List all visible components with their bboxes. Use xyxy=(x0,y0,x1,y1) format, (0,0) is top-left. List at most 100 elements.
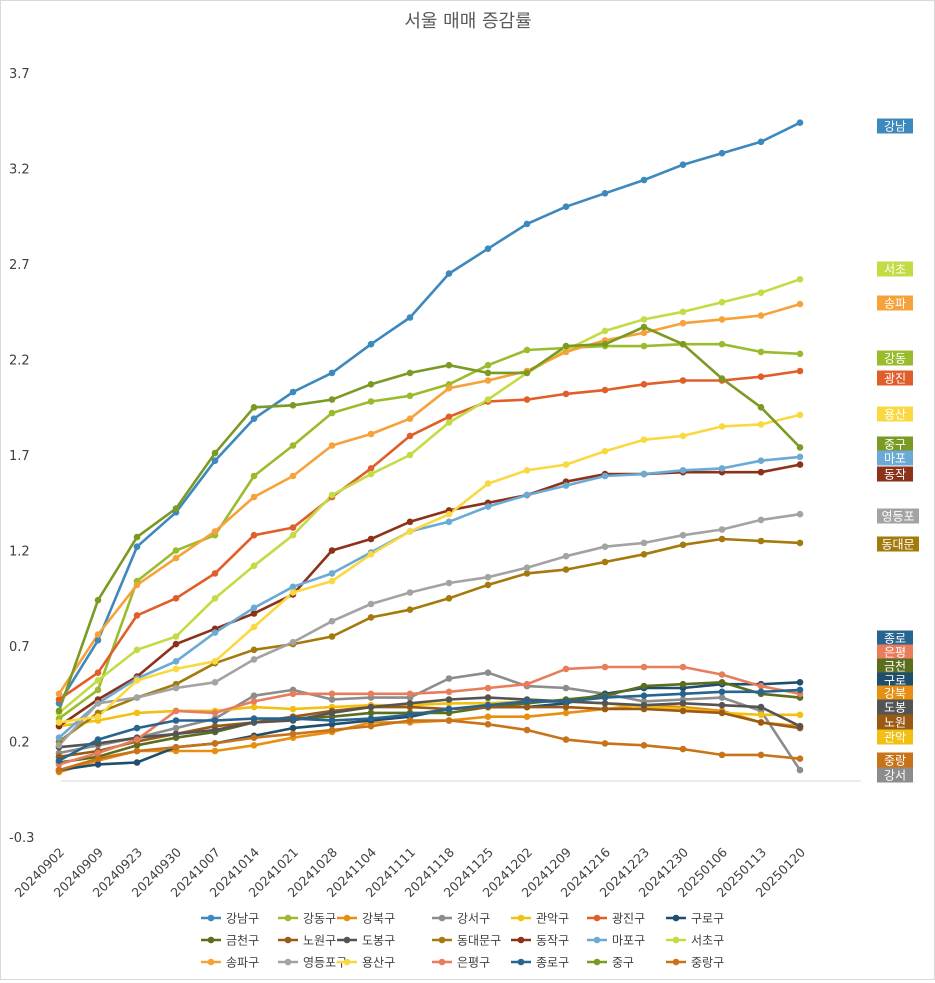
data-point xyxy=(445,419,453,426)
data-point xyxy=(289,442,297,449)
legend-item: 동대문구 xyxy=(432,934,501,948)
legend-label: 구로구 xyxy=(691,912,724,926)
legend-label: 송파구 xyxy=(226,956,259,970)
end-label-text: 용산 xyxy=(884,408,906,422)
legend-label: 용산구 xyxy=(362,956,395,970)
y-tick-label: 2.7 xyxy=(9,258,30,273)
data-point xyxy=(250,472,258,480)
data-point xyxy=(328,369,336,377)
data-point xyxy=(94,596,102,604)
legend-label: 은평구 xyxy=(457,956,490,970)
legend-label: 강서구 xyxy=(457,912,490,926)
data-point xyxy=(328,396,336,403)
data-point xyxy=(757,468,765,476)
data-point xyxy=(718,751,726,759)
data-point xyxy=(172,595,180,602)
data-point xyxy=(601,327,609,335)
data-point xyxy=(445,688,453,696)
data-point xyxy=(211,629,219,636)
data-point xyxy=(601,694,609,701)
data-point xyxy=(601,543,609,550)
legend-swatch-marker xyxy=(517,958,525,966)
data-point xyxy=(211,457,219,465)
end-label-text: 관악 xyxy=(884,731,906,745)
data-point xyxy=(406,717,414,724)
data-point xyxy=(523,369,531,377)
data-point xyxy=(172,633,180,640)
data-point xyxy=(367,715,375,722)
data-point xyxy=(679,680,687,688)
data-point xyxy=(562,461,570,468)
data-point xyxy=(640,381,648,388)
y-tick-label: -0.3 xyxy=(9,831,34,846)
data-point xyxy=(757,711,765,719)
data-point xyxy=(601,705,609,713)
legend-swatch-marker xyxy=(593,958,601,966)
legend-label: 도봉구 xyxy=(362,934,395,948)
data-point xyxy=(640,329,648,337)
series-line-10 xyxy=(57,696,802,749)
data-point xyxy=(445,518,453,526)
data-point xyxy=(484,503,492,510)
data-point xyxy=(718,149,726,157)
data-point xyxy=(367,722,375,730)
data-point xyxy=(796,510,804,518)
data-point xyxy=(562,736,570,743)
legend-item: 송파구 xyxy=(201,956,259,970)
data-point xyxy=(211,709,219,717)
end-label-text: 동대문 xyxy=(881,538,914,552)
chart-title: 서울 매매 증감률 xyxy=(404,11,531,32)
data-point xyxy=(562,482,570,489)
legend-item: 용산구 xyxy=(337,956,395,970)
y-tick-label: 2.2 xyxy=(9,354,30,369)
data-point xyxy=(289,472,297,480)
data-point xyxy=(718,375,726,382)
data-point xyxy=(757,688,765,696)
data-point xyxy=(640,701,648,709)
data-point xyxy=(484,245,492,252)
data-point xyxy=(796,119,804,126)
y-tick-label: 1.2 xyxy=(9,545,30,560)
data-point xyxy=(523,726,531,734)
data-point xyxy=(406,451,414,459)
series-line-14 xyxy=(57,277,802,715)
data-point xyxy=(679,531,687,539)
data-point xyxy=(211,717,219,724)
data-point xyxy=(757,373,765,381)
data-point xyxy=(484,684,492,692)
data-point xyxy=(679,663,687,671)
legend-item: 광진구 xyxy=(587,912,645,926)
legend-label: 마포구 xyxy=(612,934,645,948)
end-label-text: 종로 xyxy=(884,632,906,646)
data-point xyxy=(757,751,765,759)
data-point xyxy=(367,398,375,405)
end-label-badge xyxy=(877,685,913,701)
data-point xyxy=(55,719,63,726)
end-label-text: 강남 xyxy=(884,120,906,134)
data-point xyxy=(367,551,375,558)
series-line-20 xyxy=(57,325,802,713)
data-point xyxy=(133,724,141,732)
data-point xyxy=(445,510,453,518)
end-label-text: 광진 xyxy=(884,372,906,386)
y-tick-label: 0.2 xyxy=(9,736,30,751)
data-point xyxy=(484,701,492,709)
data-point xyxy=(523,570,531,577)
data-point xyxy=(718,465,726,472)
end-label-text: 강동 xyxy=(884,352,906,366)
legend-swatch-marker xyxy=(517,936,525,944)
data-point xyxy=(640,692,648,699)
data-point xyxy=(523,564,531,571)
data-point xyxy=(328,442,336,449)
legend-item: 강북구 xyxy=(337,912,395,926)
end-label-text: 은평 xyxy=(884,646,906,660)
data-point xyxy=(484,396,492,403)
data-point xyxy=(55,690,63,698)
series-line-1 xyxy=(57,121,802,705)
series-line-21 xyxy=(57,719,802,772)
legend-swatch-marker xyxy=(284,958,292,966)
data-point xyxy=(640,342,648,350)
end-label-text: 도봉 xyxy=(884,701,906,715)
data-point xyxy=(484,669,492,676)
data-point xyxy=(289,531,297,539)
